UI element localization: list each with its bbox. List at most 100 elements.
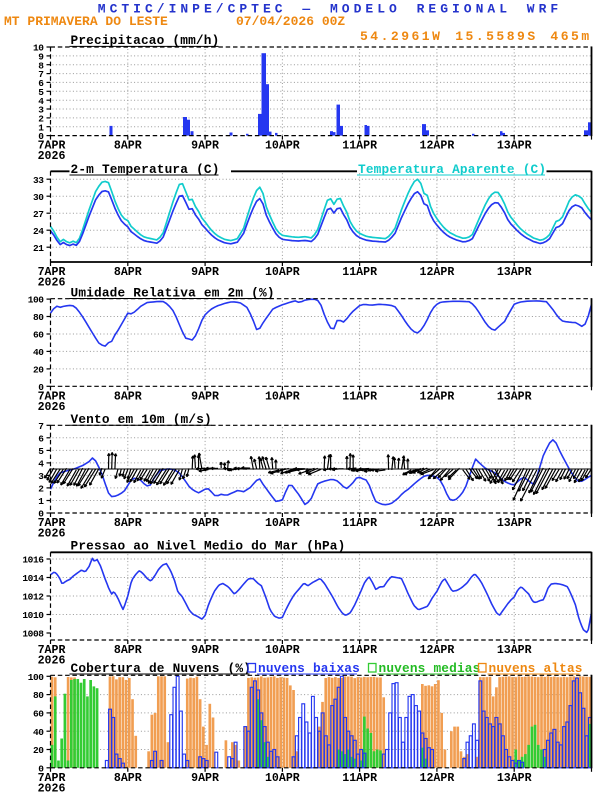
svg-text:6: 6 [38, 433, 44, 444]
svg-text:6: 6 [38, 78, 44, 89]
svg-text:2026: 2026 [38, 655, 66, 668]
svg-text:Vento em 10m (m/s): Vento em 10m (m/s) [71, 412, 212, 427]
svg-text:11APR: 11APR [342, 140, 377, 153]
svg-text:12APR: 12APR [420, 390, 455, 403]
svg-text:0: 0 [38, 131, 44, 142]
svg-text:11APR: 11APR [342, 644, 377, 657]
svg-text:7: 7 [38, 69, 44, 80]
svg-text:60: 60 [33, 709, 44, 720]
svg-text:8: 8 [38, 60, 44, 71]
svg-text:12APR: 12APR [420, 517, 455, 530]
svg-text:8APR: 8APR [114, 266, 142, 279]
svg-text:11APR: 11APR [342, 390, 377, 403]
svg-text:13APR: 13APR [497, 140, 532, 153]
svg-text:27: 27 [33, 209, 44, 220]
svg-text:13APR: 13APR [497, 517, 532, 530]
svg-text:2026: 2026 [38, 150, 66, 163]
svg-text:80: 80 [33, 690, 44, 701]
svg-text:0: 0 [38, 382, 44, 393]
svg-text:1010: 1010 [22, 610, 44, 621]
svg-text:10APR: 10APR [265, 517, 300, 530]
svg-text:12APR: 12APR [420, 772, 455, 785]
svg-text:5: 5 [38, 446, 44, 457]
svg-text:4: 4 [38, 458, 44, 469]
svg-text:100: 100 [28, 295, 45, 306]
svg-text:1: 1 [38, 122, 44, 133]
svg-text:40: 40 [33, 727, 44, 738]
svg-text:80: 80 [33, 312, 44, 323]
svg-text:100: 100 [28, 672, 45, 683]
svg-text:2026: 2026 [38, 277, 66, 290]
svg-text:2-m Temperatura (C): 2-m Temperatura (C) [71, 162, 220, 177]
svg-text:13APR: 13APR [497, 772, 532, 785]
svg-text:07/04/2026 00Z: 07/04/2026 00Z [236, 14, 345, 29]
svg-text:13APR: 13APR [497, 644, 532, 657]
svg-text:9APR: 9APR [191, 390, 219, 403]
svg-text:54.2961W 15.5589S 465m: 54.2961W 15.5589S 465m [360, 29, 592, 44]
svg-text:5: 5 [38, 87, 44, 98]
svg-text:7APR: 7APR [38, 266, 66, 279]
svg-text:1: 1 [38, 496, 44, 507]
svg-text:12APR: 12APR [420, 140, 455, 153]
svg-text:7APR: 7APR [38, 644, 66, 657]
svg-text:2: 2 [38, 484, 44, 495]
svg-text:30: 30 [33, 192, 44, 203]
svg-text:Pressao ao Nivel Medio do Mar: Pressao ao Nivel Medio do Mar (hPa) [71, 539, 346, 554]
svg-text:8APR: 8APR [114, 390, 142, 403]
svg-text:8APR: 8APR [114, 644, 142, 657]
svg-text:12APR: 12APR [420, 266, 455, 279]
svg-text:1008: 1008 [22, 629, 44, 640]
svg-text:MT PRIMAVERA DO LESTE: MT PRIMAVERA DO LESTE [4, 14, 168, 29]
svg-text:24: 24 [33, 226, 44, 237]
svg-text:nuvens medias: nuvens medias [379, 661, 481, 676]
svg-text:9APR: 9APR [191, 140, 219, 153]
svg-text:7: 7 [38, 421, 44, 432]
svg-text:1014: 1014 [22, 573, 44, 584]
svg-text:10APR: 10APR [265, 644, 300, 657]
svg-text:20: 20 [33, 745, 44, 756]
svg-text:13APR: 13APR [497, 266, 532, 279]
svg-text:2: 2 [38, 113, 44, 124]
svg-text:8APR: 8APR [114, 772, 142, 785]
svg-text:9: 9 [38, 51, 44, 62]
svg-text:10APR: 10APR [265, 140, 300, 153]
svg-text:nuvens baixas: nuvens baixas [258, 661, 360, 676]
svg-text:1016: 1016 [22, 555, 44, 566]
svg-text:13APR: 13APR [497, 390, 532, 403]
svg-text:10: 10 [33, 43, 44, 54]
svg-text:0: 0 [38, 509, 44, 520]
svg-text:7APR: 7APR [38, 517, 66, 530]
svg-text:Precipitacao (mm/h): Precipitacao (mm/h) [71, 33, 220, 48]
svg-text:8APR: 8APR [114, 140, 142, 153]
svg-text:Temperatura Aparente (C): Temperatura Aparente (C) [358, 162, 546, 177]
svg-text:33: 33 [33, 175, 44, 186]
svg-text:9APR: 9APR [191, 772, 219, 785]
svg-text:10APR: 10APR [265, 266, 300, 279]
svg-text:12APR: 12APR [420, 644, 455, 657]
svg-text:40: 40 [33, 347, 44, 358]
svg-text:11APR: 11APR [342, 266, 377, 279]
svg-text:0: 0 [38, 763, 44, 774]
svg-text:7APR: 7APR [38, 140, 66, 153]
svg-text:11APR: 11APR [342, 772, 377, 785]
svg-text:nuvens altas: nuvens altas [489, 661, 583, 676]
svg-text:Cobertura de Nuvens (%): Cobertura de Nuvens (%) [71, 661, 252, 676]
svg-text:9APR: 9APR [191, 517, 219, 530]
svg-text:11APR: 11APR [342, 517, 377, 530]
svg-text:10APR: 10APR [265, 390, 300, 403]
svg-text:60: 60 [33, 330, 44, 341]
svg-text:2026: 2026 [38, 528, 66, 541]
svg-text:7APR: 7APR [38, 772, 66, 785]
svg-text:8APR: 8APR [114, 517, 142, 530]
svg-text:9APR: 9APR [191, 266, 219, 279]
svg-text:3: 3 [38, 105, 44, 116]
svg-text:MCTIC/INPE/CPTEC — MODELO REGI: MCTIC/INPE/CPTEC — MODELO REGIONAL WRF [98, 2, 562, 17]
svg-text:20: 20 [33, 364, 44, 375]
svg-text:7APR: 7APR [38, 390, 66, 403]
svg-text:4: 4 [38, 96, 44, 107]
svg-text:3: 3 [38, 471, 44, 482]
svg-text:21: 21 [33, 243, 44, 254]
svg-text:2026: 2026 [38, 782, 66, 792]
svg-text:10APR: 10APR [265, 772, 300, 785]
svg-text:Umidade Relativa em 2m (%): Umidade Relativa em 2m (%) [71, 285, 275, 300]
